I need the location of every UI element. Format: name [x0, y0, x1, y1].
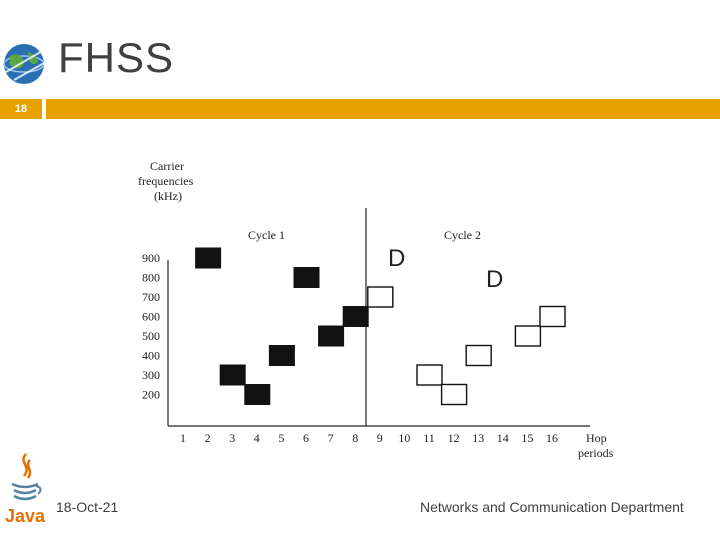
java-logo-icon: Java [4, 450, 46, 526]
y-tick-label: 600 [142, 310, 160, 324]
y-axis-label-line: Carrier [150, 159, 184, 173]
slide-title: FHSS [58, 34, 175, 81]
globe-logo-icon [0, 42, 48, 86]
hop-cell-empty [465, 344, 492, 367]
hop-cell-empty [539, 305, 566, 328]
header-rule [46, 99, 720, 119]
y-axis-label-line: (kHz) [154, 189, 182, 203]
hop-cell-empty [416, 364, 443, 386]
y-tick-label: 900 [142, 251, 160, 265]
hop-cell-empty [514, 325, 542, 347]
hop-cell-filled [318, 325, 345, 347]
x-tick-label: 2 [205, 431, 211, 445]
y-tick-label: 300 [142, 368, 160, 382]
y-tick-label: 500 [142, 329, 160, 343]
x-tick-label: 5 [278, 431, 284, 445]
cycle-label: Cycle 1 [248, 228, 285, 242]
hop-cell-filled [219, 364, 246, 386]
y-axis-label-line: frequencies [138, 174, 194, 188]
x-tick-label: 14 [497, 431, 509, 445]
hop-cell-empty [367, 286, 394, 308]
y-tick-label: 200 [142, 388, 160, 402]
x-axis-label-line: Hop [586, 431, 607, 445]
slide-date: 18-Oct-21 [56, 499, 119, 515]
hop-cell-filled [195, 247, 222, 269]
cycle-label: Cycle 2 [444, 228, 481, 242]
y-tick-label: 800 [142, 271, 160, 285]
x-tick-label: 12 [448, 431, 460, 445]
x-tick-label: 9 [377, 431, 383, 445]
x-tick-label: 11 [423, 431, 435, 445]
hop-cell-filled [244, 384, 271, 405]
annotation-label: D [486, 266, 503, 293]
slide-number: 18 [0, 99, 42, 119]
x-tick-label: 7 [328, 431, 334, 445]
x-tick-label: 16 [546, 431, 558, 445]
annotation-label: D [388, 245, 405, 272]
x-axis-label-line: periods [578, 446, 614, 460]
x-tick-label: 4 [254, 431, 260, 445]
hop-cell-empty [440, 383, 468, 406]
y-tick-label: 400 [142, 349, 160, 363]
hop-cell-filled [342, 306, 369, 327]
hop-cell-filled [268, 345, 295, 366]
java-logo-text: Java [5, 506, 46, 526]
slide-footer: Networks and Communication Department [420, 499, 684, 515]
x-tick-label: 15 [521, 431, 533, 445]
x-tick-label: 6 [303, 431, 309, 445]
x-tick-label: 10 [398, 431, 410, 445]
x-tick-label: 13 [472, 431, 484, 445]
x-tick-label: 3 [229, 431, 235, 445]
y-tick-label: 700 [142, 290, 160, 304]
hop-cell-filled [293, 267, 320, 288]
x-tick-label: 8 [352, 431, 358, 445]
x-tick-label: 1 [180, 431, 186, 445]
